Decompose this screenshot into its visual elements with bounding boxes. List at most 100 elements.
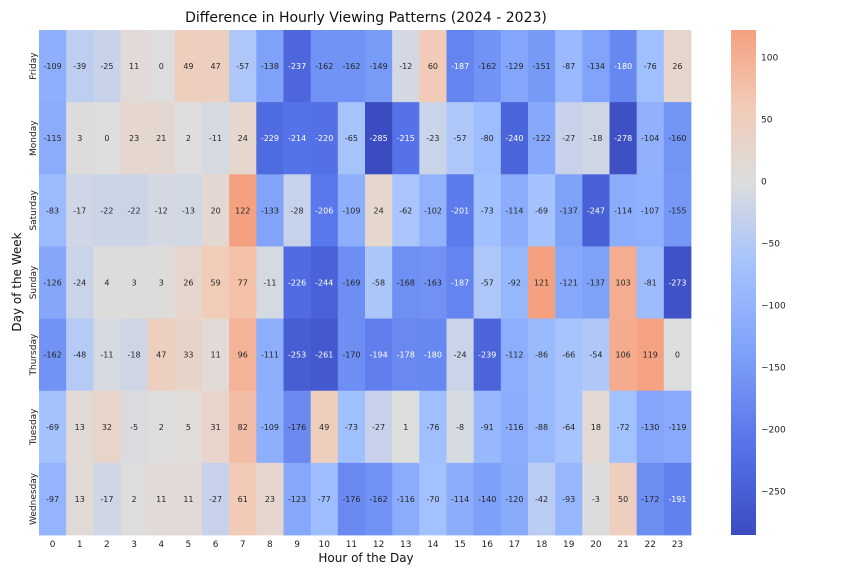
cell-value-label: -17 xyxy=(73,206,86,215)
heatmap-cell xyxy=(582,102,610,175)
colorbar-tick-label: −50 xyxy=(761,239,780,249)
cell-value-label: 13 xyxy=(75,495,85,504)
cell-value-label: -138 xyxy=(261,62,279,71)
heatmap-cell xyxy=(582,174,610,247)
cell-value-label: -109 xyxy=(44,62,62,71)
heatmap-cell xyxy=(663,30,692,103)
cell-value-label: 3 xyxy=(159,279,164,288)
heatmap-cell xyxy=(500,318,529,392)
cell-value-label: -58 xyxy=(372,279,385,288)
heatmap-cell xyxy=(66,390,94,464)
cell-value-label: 77 xyxy=(238,279,248,288)
cell-value-label: -114 xyxy=(614,206,632,215)
heatmap-cell xyxy=(310,390,339,464)
heatmap-cell xyxy=(528,318,556,392)
y-tick-label: Wednesday xyxy=(29,472,39,525)
heatmap-cell xyxy=(446,462,475,536)
cell-value-label: -169 xyxy=(342,279,360,288)
heatmap-cell xyxy=(256,174,284,247)
y-tick-label: Saturday xyxy=(29,189,39,230)
heatmap-cell xyxy=(609,246,638,319)
cell-value-label: 0 xyxy=(675,351,680,360)
heatmap-cell xyxy=(446,246,475,319)
cell-value-label: 47 xyxy=(210,62,220,71)
colorbar-tick-label: −150 xyxy=(761,363,786,373)
heatmap-cell xyxy=(310,102,339,175)
heatmap-cell xyxy=(636,390,665,464)
cell-value-label: -170 xyxy=(342,351,360,360)
cell-value-label: -116 xyxy=(397,495,415,504)
cell-value-label: -48 xyxy=(73,351,86,360)
heatmap-cell xyxy=(392,174,420,247)
heatmap-cell xyxy=(93,30,121,103)
x-tick-label: 3 xyxy=(131,540,137,550)
heatmap-cell xyxy=(283,390,312,464)
cell-value-label: -73 xyxy=(345,423,358,432)
cell-value-label: -111 xyxy=(261,351,279,360)
heatmap-cell xyxy=(120,390,149,464)
heatmap-cell xyxy=(283,174,312,247)
cell-value-label: -17 xyxy=(100,495,113,504)
heatmap-cell xyxy=(310,30,339,103)
cell-value-label: 11 xyxy=(129,62,139,71)
cell-value-label: 3 xyxy=(77,134,82,143)
cell-value-label: 122 xyxy=(235,206,250,215)
heatmap-cell xyxy=(555,174,583,247)
heatmap-cell xyxy=(229,318,257,392)
cell-value-label: 3 xyxy=(132,279,137,288)
cell-value-label: -13 xyxy=(182,206,195,215)
y-tick-label: Friday xyxy=(29,52,39,80)
heatmap-cell xyxy=(337,30,366,103)
cell-value-label: 32 xyxy=(102,423,112,432)
cell-value-label: -42 xyxy=(535,495,548,504)
heatmap-cell xyxy=(310,246,339,319)
heatmap-cell xyxy=(310,174,339,247)
cell-value-label: -116 xyxy=(505,423,523,432)
cell-value-label: -137 xyxy=(560,206,578,215)
heatmap-cell xyxy=(392,30,420,103)
heatmap-cell xyxy=(419,30,447,103)
cell-value-label: -168 xyxy=(397,279,415,288)
cell-value-label: -65 xyxy=(345,134,358,143)
x-tick-label: 7 xyxy=(240,540,246,550)
heatmap-cell xyxy=(229,30,257,103)
heatmap-cell xyxy=(473,30,502,103)
cell-value-label: 11 xyxy=(210,351,220,360)
heatmap-cell xyxy=(310,318,339,392)
heatmap-cell xyxy=(174,174,203,247)
heatmap-cell xyxy=(120,462,149,536)
heatmap-cell xyxy=(663,318,692,392)
heatmap-cell xyxy=(609,30,638,103)
cell-value-label: -114 xyxy=(451,495,469,504)
heatmap-cell xyxy=(473,102,502,175)
colorbar-tick-label: −250 xyxy=(761,488,786,498)
cell-value-label: 49 xyxy=(319,423,329,432)
cell-value-label: 21 xyxy=(156,134,166,143)
heatmap-cell xyxy=(120,174,149,247)
cell-value-label: 24 xyxy=(373,206,383,215)
heatmap-cell xyxy=(337,318,366,392)
x-tick-label: 15 xyxy=(454,540,465,550)
heatmap-cell xyxy=(66,462,94,536)
cell-value-label: -162 xyxy=(370,495,388,504)
colorbar-ticks: 100 50 0 −50 −100 −150 −200 −250 xyxy=(761,53,786,497)
heatmap-cells: -109 -39 -25 11 0 49 47 -57 -138 -237 -162 -162 -149… xyxy=(39,30,692,536)
heatmap-cell xyxy=(419,462,447,536)
cell-value-label: -253 xyxy=(288,351,306,360)
heatmap-cell xyxy=(256,318,284,392)
cell-value-label: -28 xyxy=(291,206,304,215)
heatmap-cell xyxy=(283,318,312,392)
cell-value-label: -261 xyxy=(315,351,333,360)
cell-value-label: 18 xyxy=(591,423,601,432)
heatmap-cell xyxy=(93,246,121,319)
heatmap-cell xyxy=(446,390,475,464)
heatmap-cell xyxy=(66,318,94,392)
y-tick-label: Monday xyxy=(29,120,39,156)
cell-value-label: -155 xyxy=(668,206,686,215)
cell-value-label: 61 xyxy=(238,495,248,504)
heatmap-cell xyxy=(120,318,149,392)
cell-value-label: -57 xyxy=(454,134,467,143)
cell-value-label: -134 xyxy=(587,62,605,71)
heatmap-cell xyxy=(473,462,502,536)
cell-value-label: 13 xyxy=(75,423,85,432)
